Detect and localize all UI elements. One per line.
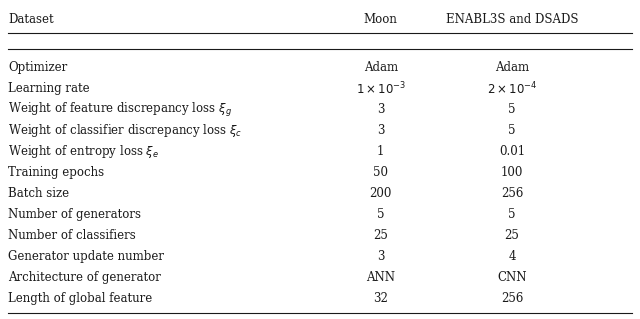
Text: 0.01: 0.01 — [499, 145, 525, 159]
Text: Weight of feature discrepancy loss $\xi_g$: Weight of feature discrepancy loss $\xi_… — [8, 101, 232, 119]
Text: 50: 50 — [373, 167, 388, 179]
Text: Optimizer: Optimizer — [8, 62, 68, 74]
Text: CNN: CNN — [497, 271, 527, 285]
Text: Adam: Adam — [364, 62, 398, 74]
Text: $2 \times 10^{-4}$: $2 \times 10^{-4}$ — [486, 81, 538, 97]
Text: 3: 3 — [377, 124, 385, 137]
Text: Length of global feature: Length of global feature — [8, 293, 152, 305]
Text: 256: 256 — [501, 188, 523, 200]
Text: Training epochs: Training epochs — [8, 167, 104, 179]
Text: 3: 3 — [377, 250, 385, 263]
Text: 25: 25 — [373, 229, 388, 242]
Text: Generator update number: Generator update number — [8, 250, 164, 263]
Text: 5: 5 — [377, 208, 385, 221]
Text: Batch size: Batch size — [8, 188, 70, 200]
Text: 100: 100 — [501, 167, 523, 179]
Text: 3: 3 — [377, 103, 385, 116]
Text: ENABL3S and DSADS: ENABL3S and DSADS — [445, 13, 579, 26]
Text: Learning rate: Learning rate — [8, 82, 90, 95]
Text: Number of classifiers: Number of classifiers — [8, 229, 136, 242]
Text: Weight of classifier discrepancy loss $\xi_c$: Weight of classifier discrepancy loss $\… — [8, 122, 243, 139]
Text: 32: 32 — [373, 293, 388, 305]
Text: Moon: Moon — [364, 13, 397, 26]
Text: 25: 25 — [504, 229, 520, 242]
Text: 256: 256 — [501, 293, 523, 305]
Text: Weight of entropy loss $\xi_e$: Weight of entropy loss $\xi_e$ — [8, 144, 159, 160]
Text: 5: 5 — [508, 208, 516, 221]
Text: ANN: ANN — [366, 271, 396, 285]
Text: Number of generators: Number of generators — [8, 208, 141, 221]
Text: 1: 1 — [377, 145, 385, 159]
Text: 5: 5 — [508, 124, 516, 137]
Text: 5: 5 — [508, 103, 516, 116]
Text: 200: 200 — [370, 188, 392, 200]
Text: Adam: Adam — [495, 62, 529, 74]
Text: 4: 4 — [508, 250, 516, 263]
Text: Dataset: Dataset — [8, 13, 54, 26]
Text: Architecture of generator: Architecture of generator — [8, 271, 161, 285]
Text: $1 \times 10^{-3}$: $1 \times 10^{-3}$ — [356, 81, 406, 97]
